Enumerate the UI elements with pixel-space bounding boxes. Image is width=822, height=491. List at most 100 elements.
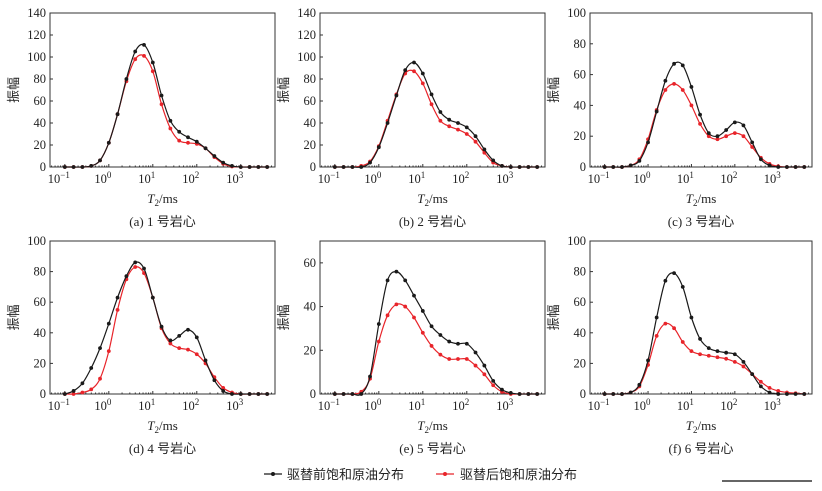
data-point-before [265, 165, 270, 169]
data-point-before [221, 389, 226, 393]
data-point-before [637, 382, 642, 387]
data-point-before [672, 271, 676, 276]
series-line-before [64, 43, 268, 168]
x-tick-label: 103 [226, 397, 244, 413]
data-point-after [767, 385, 772, 390]
data-point-after [706, 134, 711, 139]
data-point-before [628, 390, 633, 395]
series-line-before [604, 61, 805, 168]
data-point-before [247, 165, 252, 169]
data-point-before [124, 77, 129, 81]
data-point-before [115, 295, 120, 300]
data-point-before [332, 165, 337, 169]
data-point-before [168, 338, 173, 343]
data-point-before [663, 278, 668, 283]
x-tick-label: 102 [452, 170, 469, 186]
data-point-before [238, 165, 243, 169]
data-point-before [385, 278, 390, 283]
data-point-before [758, 157, 763, 162]
y-tick-label: 40 [34, 116, 47, 130]
plot-frame [589, 12, 813, 168]
data-point-before [500, 387, 504, 392]
data-point-before [385, 121, 390, 125]
data-point-after [447, 357, 452, 361]
panel-caption: (e) 5 号岩心 [399, 441, 465, 456]
data-point-after [186, 347, 190, 352]
data-point-after [715, 137, 720, 142]
data-point-before [602, 392, 607, 396]
legend-after-marker [443, 472, 447, 476]
x-tick-label: 100 [634, 170, 652, 186]
data-point-before [98, 158, 102, 163]
plot-frame [49, 12, 276, 168]
series-line-after [64, 266, 268, 395]
panel-caption: (a) 1 号岩心 [129, 214, 195, 229]
series-line-after [334, 303, 538, 395]
data-point-before [724, 128, 729, 132]
data-point-before [715, 134, 720, 139]
y-tick-label: 140 [297, 6, 316, 20]
x-tick-label: 103 [764, 170, 782, 186]
data-point-before [776, 165, 781, 169]
data-point-before [89, 366, 94, 370]
y-tick-label: 100 [27, 234, 46, 248]
data-point-before [403, 68, 408, 73]
data-point-before [715, 349, 720, 354]
data-point-before [706, 346, 711, 350]
x-tick-label: 102 [452, 397, 469, 413]
data-point-before [238, 392, 243, 396]
panel-caption: (d) 4 号岩心 [129, 441, 196, 456]
data-point-before [482, 147, 487, 152]
y-tick-label: 0 [310, 387, 316, 401]
data-point-before [212, 378, 217, 383]
x-tick-label: 101 [408, 170, 425, 186]
data-point-before [535, 392, 540, 396]
x-tick-label: 101 [138, 397, 155, 413]
x-tick-label: 102 [182, 170, 199, 186]
x-axis-label: T2/ms [417, 191, 448, 208]
x-axis-label: T2/ms [686, 191, 717, 208]
plot-frame [319, 12, 546, 168]
plot-frame [589, 240, 813, 395]
data-point-before [71, 389, 76, 393]
data-point-after [663, 88, 668, 92]
data-point-before [456, 341, 460, 346]
data-point-before [473, 134, 478, 139]
panel-a: 0 20 40 60 80 100 120 140 10−1 100 101 102 103 振幅 T2/m… [6, 6, 276, 229]
data-point-after [420, 81, 425, 86]
data-point-after [741, 134, 746, 139]
x-tick-label: 103 [496, 397, 513, 413]
data-point-before [482, 363, 487, 368]
data-point-before [767, 163, 772, 168]
data-point-after [438, 352, 443, 357]
data-point-after [698, 352, 702, 357]
data-point-after [724, 356, 729, 361]
data-point-after [71, 392, 76, 396]
panel-caption: (f) 6 号岩心 [669, 441, 734, 456]
data-point-before [420, 71, 425, 76]
y-tick-label: 60 [304, 256, 317, 270]
data-point-after [403, 304, 408, 309]
panel-e: 0 20 40 60 10−1 100 101 102 103 振幅 T2/ms (e) 5 号岩心 [276, 240, 546, 456]
data-point-after [412, 315, 416, 320]
data-point-after [133, 265, 138, 269]
y-tick-label: 0 [580, 387, 586, 401]
x-axis-label: T2/ms [686, 418, 717, 435]
y-tick-label: 120 [27, 28, 46, 42]
data-point-before [464, 341, 469, 346]
y-tick-label: 40 [304, 300, 317, 314]
x-tick-label: 101 [677, 170, 694, 186]
y-axis-label: 振幅 [276, 304, 291, 330]
data-point-after [482, 150, 487, 155]
data-point-before [247, 392, 252, 396]
data-point-before [98, 346, 102, 350]
y-axis-label: 振幅 [546, 77, 561, 103]
data-point-before [203, 358, 208, 363]
x-tick-label: 101 [408, 397, 425, 413]
data-point-before [438, 110, 443, 114]
data-point-before [221, 160, 226, 165]
y-tick-label: 80 [304, 72, 317, 86]
data-point-before [230, 392, 234, 396]
y-tick-label: 100 [297, 50, 316, 64]
data-point-before [80, 165, 85, 169]
